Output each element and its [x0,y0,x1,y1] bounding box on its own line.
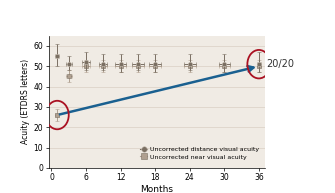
Text: 20/20: 20/20 [266,59,294,69]
Text: Uncorrected distance and near visual acuity: Uncorrected distance and near visual acu… [5,13,281,23]
Legend: Uncorrected distance visual acuity, Uncorrected near visual acuity: Uncorrected distance visual acuity, Unco… [137,145,262,162]
Y-axis label: Acuity (ETDRS letters): Acuity (ETDRS letters) [21,59,30,144]
X-axis label: Months: Months [140,185,173,193]
